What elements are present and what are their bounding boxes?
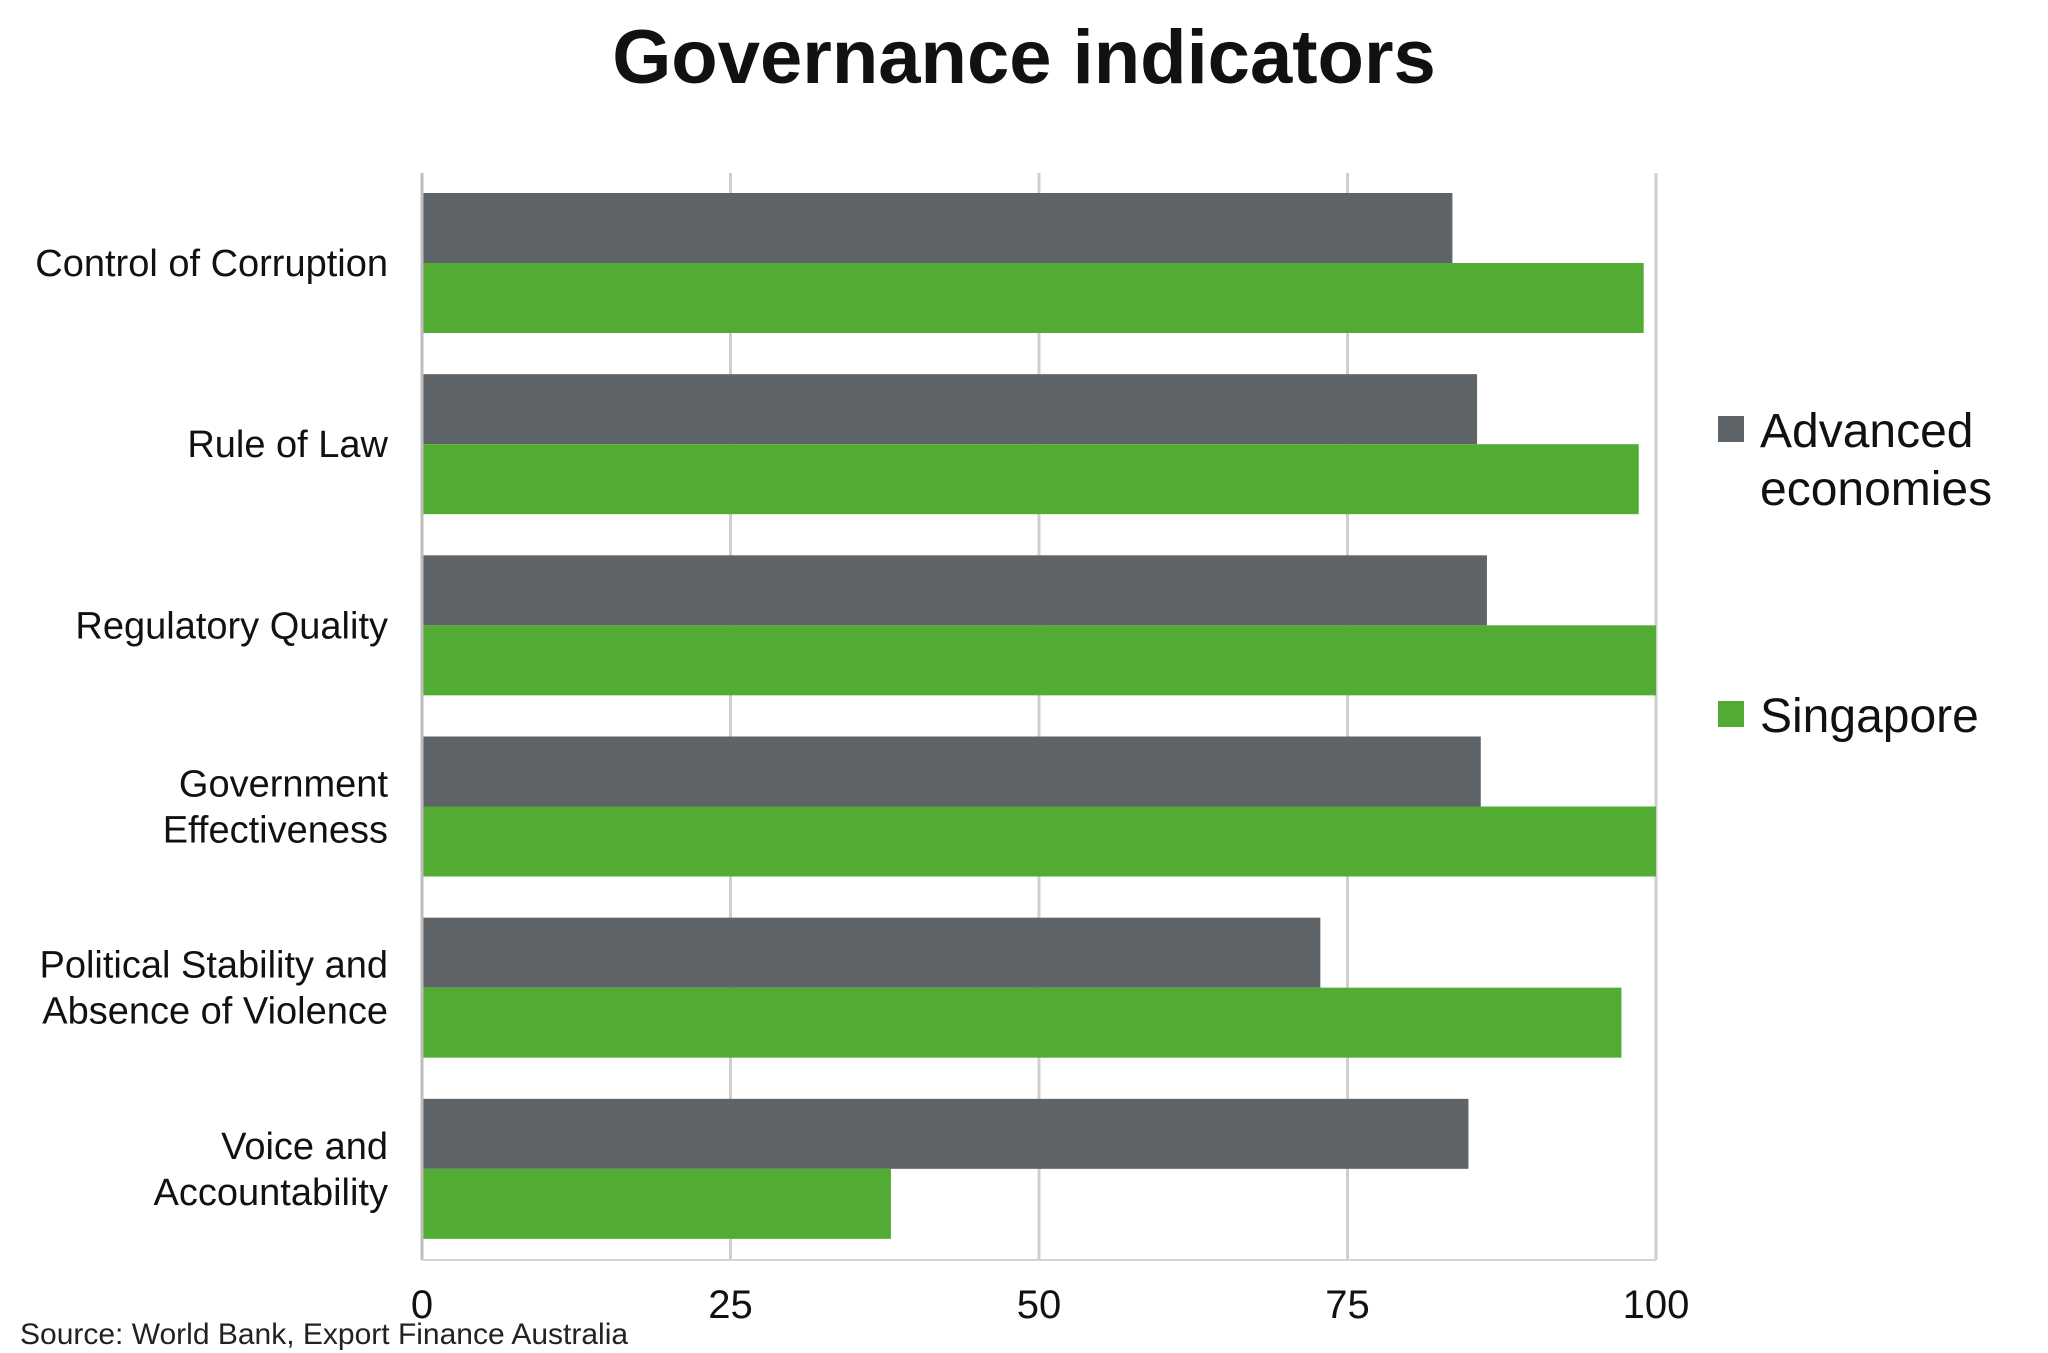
bar-singapore-5 xyxy=(422,1168,891,1239)
chart-title: Governance indicators xyxy=(612,15,1436,100)
x-tick-label-25: 25 xyxy=(708,1283,753,1327)
category-label-4: Political Stability and Absence of Violen… xyxy=(39,945,388,1033)
bar-singapore-4 xyxy=(422,987,1622,1058)
legend-swatch-advanced xyxy=(1718,416,1744,442)
bar-singapore-3 xyxy=(422,806,1656,877)
bar-advanced-1 xyxy=(422,374,1478,445)
category-label-1: Rule of Law xyxy=(187,424,388,466)
x-tick-label-0: 0 xyxy=(411,1283,433,1327)
legend-swatch-singapore xyxy=(1718,701,1744,727)
x-tick-label-75: 75 xyxy=(1325,1283,1370,1327)
axes xyxy=(420,173,1656,1261)
category-label-3: Government Effectiveness xyxy=(163,764,389,852)
bar-singapore-1 xyxy=(422,444,1639,515)
legend-label-advanced: Advanced economies xyxy=(1760,405,1992,516)
category-label-0: Control of Corruption xyxy=(35,243,388,285)
source-note: Source: World Bank, Export Finance Austr… xyxy=(20,1318,628,1351)
category-label-2: Regulatory Quality xyxy=(75,605,388,647)
bar-advanced-5 xyxy=(422,1098,1469,1169)
legend: Advanced economies Singapore xyxy=(1718,405,1992,743)
category-label-5: Voice and Accountability xyxy=(154,1126,388,1214)
bar-singapore-0 xyxy=(422,263,1644,333)
x-tick-label-50: 50 xyxy=(1017,1283,1062,1327)
bar-advanced-2 xyxy=(422,555,1487,626)
category-labels: Control of Corruption Rule of Law Regulato… xyxy=(35,243,388,1214)
legend-label-singapore: Singapore xyxy=(1760,690,1979,743)
x-tick-label-100: 100 xyxy=(1623,1283,1690,1327)
bar-singapore-2 xyxy=(422,625,1656,696)
bar-advanced-4 xyxy=(422,917,1321,988)
bars xyxy=(422,193,1656,1239)
bar-advanced-3 xyxy=(422,736,1481,807)
x-tick-labels: 0 25 50 75 100 xyxy=(411,1283,1690,1327)
gridlines xyxy=(729,173,1658,1260)
bar-advanced-0 xyxy=(422,193,1453,263)
